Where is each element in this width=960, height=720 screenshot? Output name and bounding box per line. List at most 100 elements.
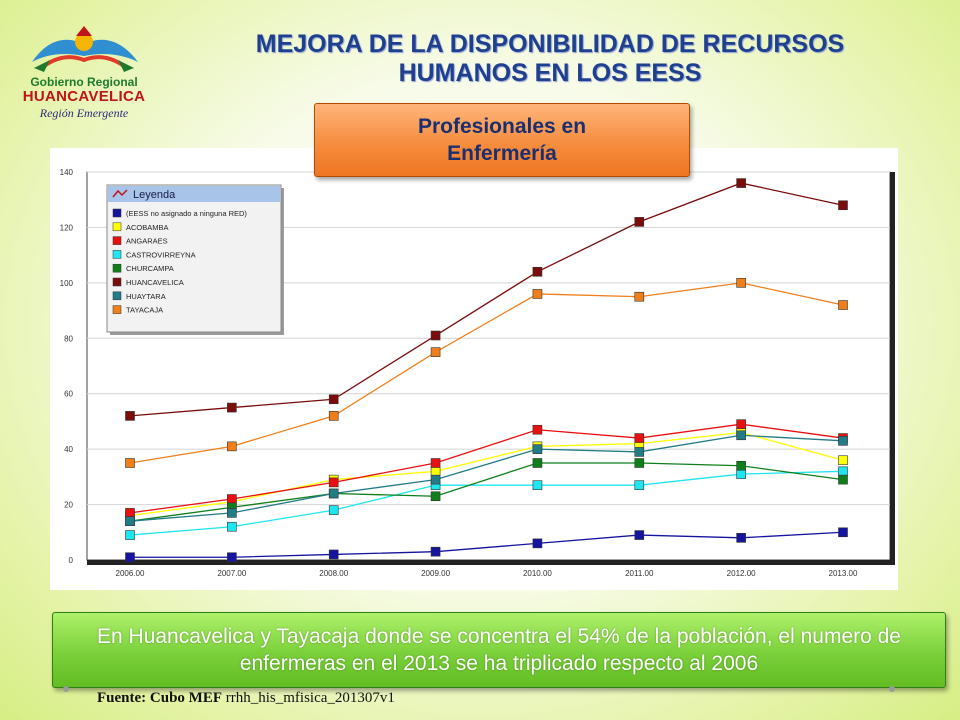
data-point [430,474,441,485]
legend-swatch [112,236,122,245]
data-point [125,552,135,563]
legend-swatch [112,222,122,232]
source-value: rrhh_his_mfisica_201307v1 [225,690,395,706]
data-point [634,458,645,468]
x-tick-label: 2009.00 [421,569,450,578]
subtitle-box: Profesionales en Enfermería [314,103,690,177]
legend-swatch [112,250,122,259]
legend-entry: CHURCAMPA [126,264,174,273]
note-box: En Huancavelica y Tayacaja donde se conc… [52,612,946,688]
series-line [129,434,844,522]
legend-swatch [112,305,122,314]
data-point [634,217,645,227]
y-tick-label: 100 [60,279,74,288]
data-point [838,527,848,538]
logo-text-gobierno: Gobierno Regional [30,75,138,89]
data-point [227,402,237,413]
data-point [430,347,441,357]
slide-title-line1: MEJORA DE LA DISPONIBILIDAD DE RECURSOS [255,30,845,58]
slide-title: MEJORA DE LA DISPONIBILIDAD DE RECURSOS … [190,30,910,88]
data-point [634,480,645,490]
source-label: Fuente: Cubo MEF [97,690,222,706]
series-line [129,431,844,517]
data-point [634,433,645,443]
data-point [736,469,746,479]
x-tick-label: 2011.00 [625,569,654,578]
series-line [129,182,844,417]
data-point [227,521,237,532]
x-tick-label: 2007.00 [217,569,246,578]
y-tick-label: 120 [60,223,74,232]
legend-entry: HUAYTARA [126,292,166,301]
data-point [125,508,135,518]
data-point [328,411,339,421]
logo-text-region: Región Emergente [39,106,129,120]
legend-title: Leyenda [133,189,176,201]
x-tick-label: 2006.00 [116,569,145,578]
data-point [736,278,746,288]
data-point [328,505,339,515]
y-tick-label: 40 [64,445,73,454]
x-tick-label: 2012.00 [727,569,756,578]
data-point [532,444,543,454]
subtitle-text: Profesionales en Enfermería [417,115,587,165]
legend-swatch [112,263,122,273]
data-point [838,474,848,485]
data-point [125,516,135,527]
y-tick-label: 20 [64,501,73,510]
data-point [125,411,135,421]
series-line [129,470,844,536]
data-point [838,466,848,477]
data-point [430,491,441,502]
data-point [634,447,645,457]
series-line [130,531,844,558]
legend-entry: ANGARAES [126,237,168,246]
legend-header [108,186,280,202]
data-point [430,466,441,477]
data-point [125,458,135,468]
data-point [532,289,543,299]
data-point [532,266,543,277]
logo: Gobierno Regional HUANCAVELICA Región Em… [14,22,154,120]
plot-shadow-right [890,172,895,565]
bullet-left [63,686,69,692]
legend-swatch [112,291,122,301]
series-line [129,423,844,514]
data-point [328,477,339,488]
data-point [532,458,543,468]
bullet-right [889,686,895,692]
data-point [227,508,237,518]
x-tick-label: 2013.00 [829,569,858,578]
data-point [430,458,441,468]
y-tick-label: 0 [69,556,74,565]
data-point [430,546,441,557]
data-point [125,530,135,540]
legend-box [106,184,282,333]
data-point [328,394,339,405]
data-point [532,480,543,490]
data-point [736,460,746,471]
data-point [736,430,746,441]
data-point [430,330,441,341]
data-point [532,538,543,549]
note-text: En Huancavelica y Tayacaja donde se conc… [97,625,901,675]
data-point [838,300,848,310]
line-chart: 0 20 40 60 80 100 120 140 2006.00 2007.00 2008.00 2… [50,148,898,590]
logo-text-huancavelica: HUANCAVELICA [22,88,146,105]
data-point [736,533,746,543]
series-line [129,462,844,522]
data-point [227,494,237,504]
legend-entry: TAYACAJA [126,306,163,315]
series-line [129,282,844,464]
data-point [838,436,848,446]
legend-swatch [112,277,122,287]
x-tick-label: 2010.00 [523,569,552,578]
plot-shadow-bottom [87,560,895,565]
legend-entry: (EESS no asignado a ninguna RED) [126,209,247,218]
legend-chart-icon [112,189,128,198]
y-tick-label: 80 [64,334,73,343]
data-point [838,200,848,211]
legend-entry: HUANCAVELICA [126,278,184,287]
data-point [227,552,237,563]
legend-entry: CASTROVIRREYNA [126,250,196,259]
